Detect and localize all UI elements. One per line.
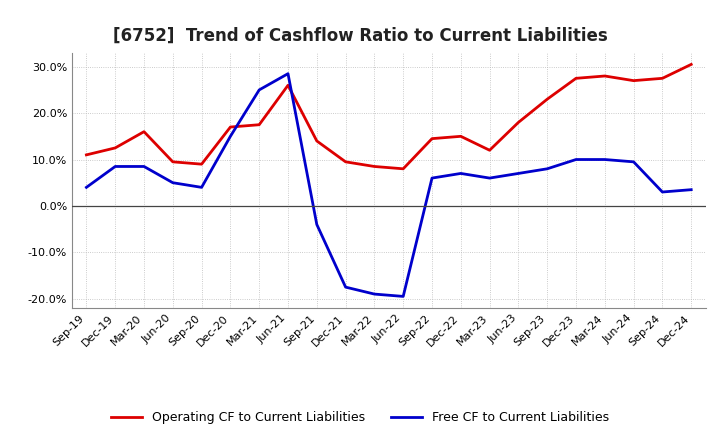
Operating CF to Current Liabilities: [255, 122, 264, 127]
Operating CF to Current Liabilities: [572, 76, 580, 81]
Operating CF to Current Liabilities: [514, 120, 523, 125]
Free CF to Current Liabilities: [226, 134, 235, 139]
Free CF to Current Liabilities: [456, 171, 465, 176]
Line: Operating CF to Current Liabilities: Operating CF to Current Liabilities: [86, 64, 691, 169]
Free CF to Current Liabilities: [485, 176, 494, 181]
Operating CF to Current Liabilities: [658, 76, 667, 81]
Operating CF to Current Liabilities: [629, 78, 638, 83]
Operating CF to Current Liabilities: [485, 147, 494, 153]
Free CF to Current Liabilities: [600, 157, 609, 162]
Free CF to Current Liabilities: [168, 180, 177, 185]
Free CF to Current Liabilities: [82, 185, 91, 190]
Free CF to Current Liabilities: [341, 285, 350, 290]
Free CF to Current Liabilities: [370, 291, 379, 297]
Free CF to Current Liabilities: [284, 71, 292, 76]
Operating CF to Current Liabilities: [197, 161, 206, 167]
Operating CF to Current Liabilities: [284, 83, 292, 88]
Free CF to Current Liabilities: [629, 159, 638, 165]
Text: [6752]  Trend of Cashflow Ratio to Current Liabilities: [6752] Trend of Cashflow Ratio to Curren…: [112, 26, 608, 44]
Operating CF to Current Liabilities: [600, 73, 609, 79]
Operating CF to Current Liabilities: [226, 125, 235, 130]
Legend: Operating CF to Current Liabilities, Free CF to Current Liabilities: Operating CF to Current Liabilities, Fre…: [106, 407, 614, 429]
Operating CF to Current Liabilities: [168, 159, 177, 165]
Free CF to Current Liabilities: [687, 187, 696, 192]
Free CF to Current Liabilities: [543, 166, 552, 172]
Operating CF to Current Liabilities: [543, 96, 552, 102]
Operating CF to Current Liabilities: [687, 62, 696, 67]
Operating CF to Current Liabilities: [111, 145, 120, 150]
Operating CF to Current Liabilities: [140, 129, 148, 134]
Line: Free CF to Current Liabilities: Free CF to Current Liabilities: [86, 73, 691, 297]
Free CF to Current Liabilities: [572, 157, 580, 162]
Free CF to Current Liabilities: [658, 189, 667, 194]
Free CF to Current Liabilities: [312, 222, 321, 227]
Free CF to Current Liabilities: [428, 176, 436, 181]
Operating CF to Current Liabilities: [370, 164, 379, 169]
Operating CF to Current Liabilities: [456, 134, 465, 139]
Free CF to Current Liabilities: [140, 164, 148, 169]
Free CF to Current Liabilities: [197, 185, 206, 190]
Operating CF to Current Liabilities: [428, 136, 436, 141]
Operating CF to Current Liabilities: [82, 152, 91, 158]
Operating CF to Current Liabilities: [399, 166, 408, 172]
Operating CF to Current Liabilities: [341, 159, 350, 165]
Operating CF to Current Liabilities: [312, 138, 321, 143]
Free CF to Current Liabilities: [514, 171, 523, 176]
Free CF to Current Liabilities: [399, 294, 408, 299]
Free CF to Current Liabilities: [111, 164, 120, 169]
Free CF to Current Liabilities: [255, 87, 264, 92]
